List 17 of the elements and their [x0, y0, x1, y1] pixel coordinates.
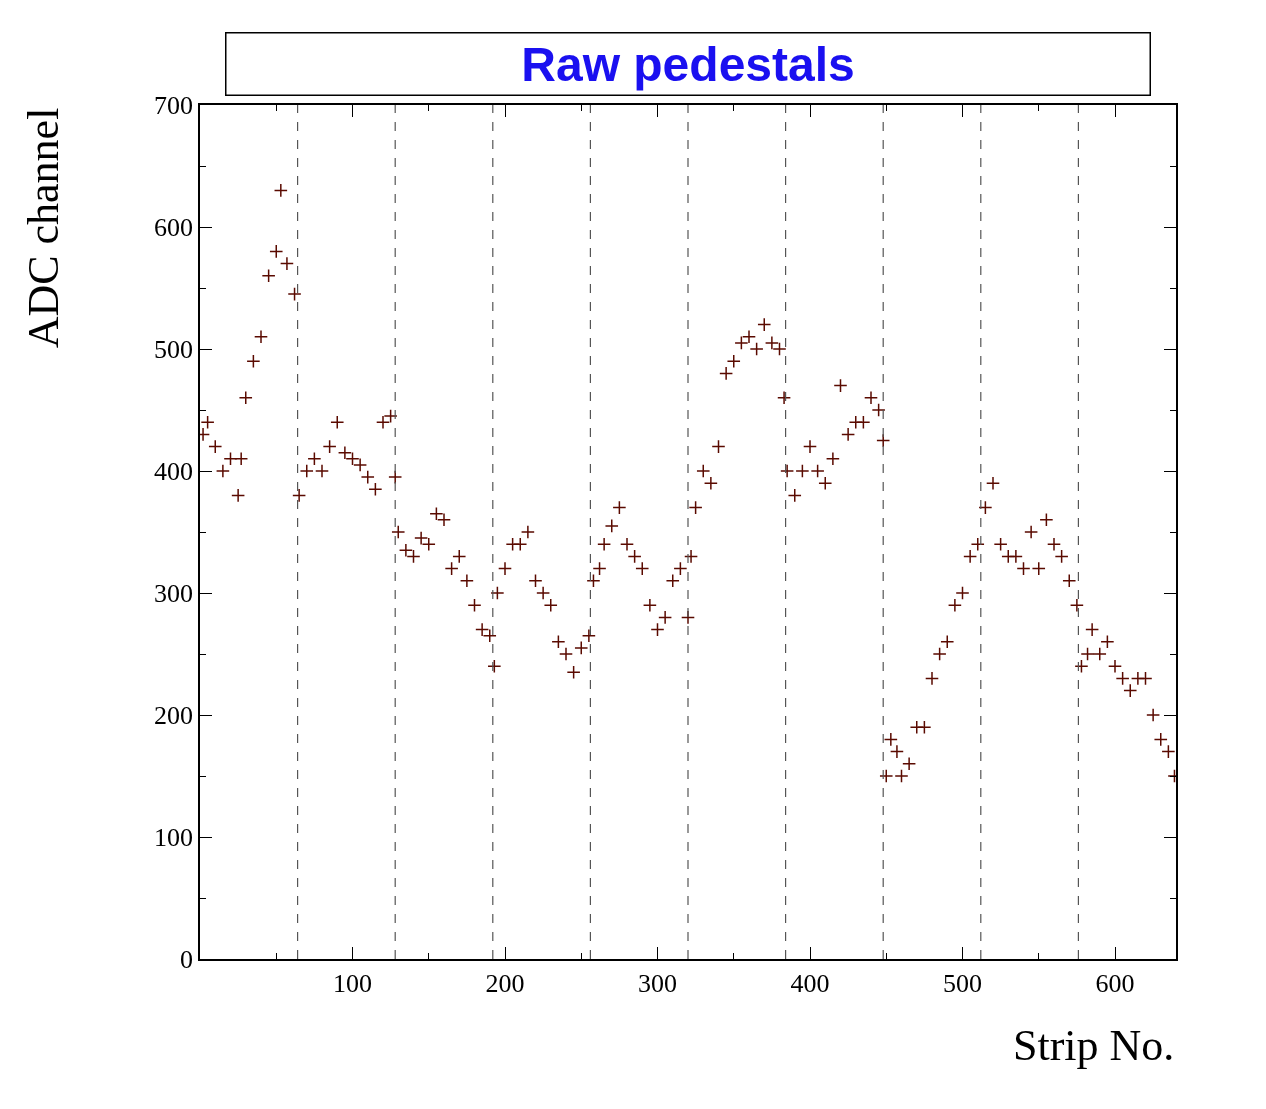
x-tick-label: 500 — [943, 968, 982, 998]
y-tick-label: 400 — [154, 457, 194, 487]
y-axis-title: ADC channel — [19, 107, 69, 349]
chart-title: Raw pedestals — [521, 37, 855, 91]
y-tick-label: 700 — [154, 91, 194, 121]
x-tick-label: 100 — [333, 968, 372, 998]
y-tick-label: 300 — [154, 579, 194, 609]
x-axis-title: Strip No. — [1013, 1021, 1175, 1070]
x-tick-label: 200 — [485, 968, 525, 998]
y-tick-label: 500 — [154, 335, 194, 365]
y-tick-label: 0 — [180, 945, 194, 975]
y-tick-label: 600 — [154, 213, 194, 243]
y-tick-label: 200 — [154, 701, 194, 731]
x-tick-label: 600 — [1095, 968, 1135, 998]
y-tick-label: 100 — [154, 823, 194, 853]
x-tick-label: 400 — [790, 968, 830, 998]
x-tick-label: 300 — [638, 968, 677, 998]
